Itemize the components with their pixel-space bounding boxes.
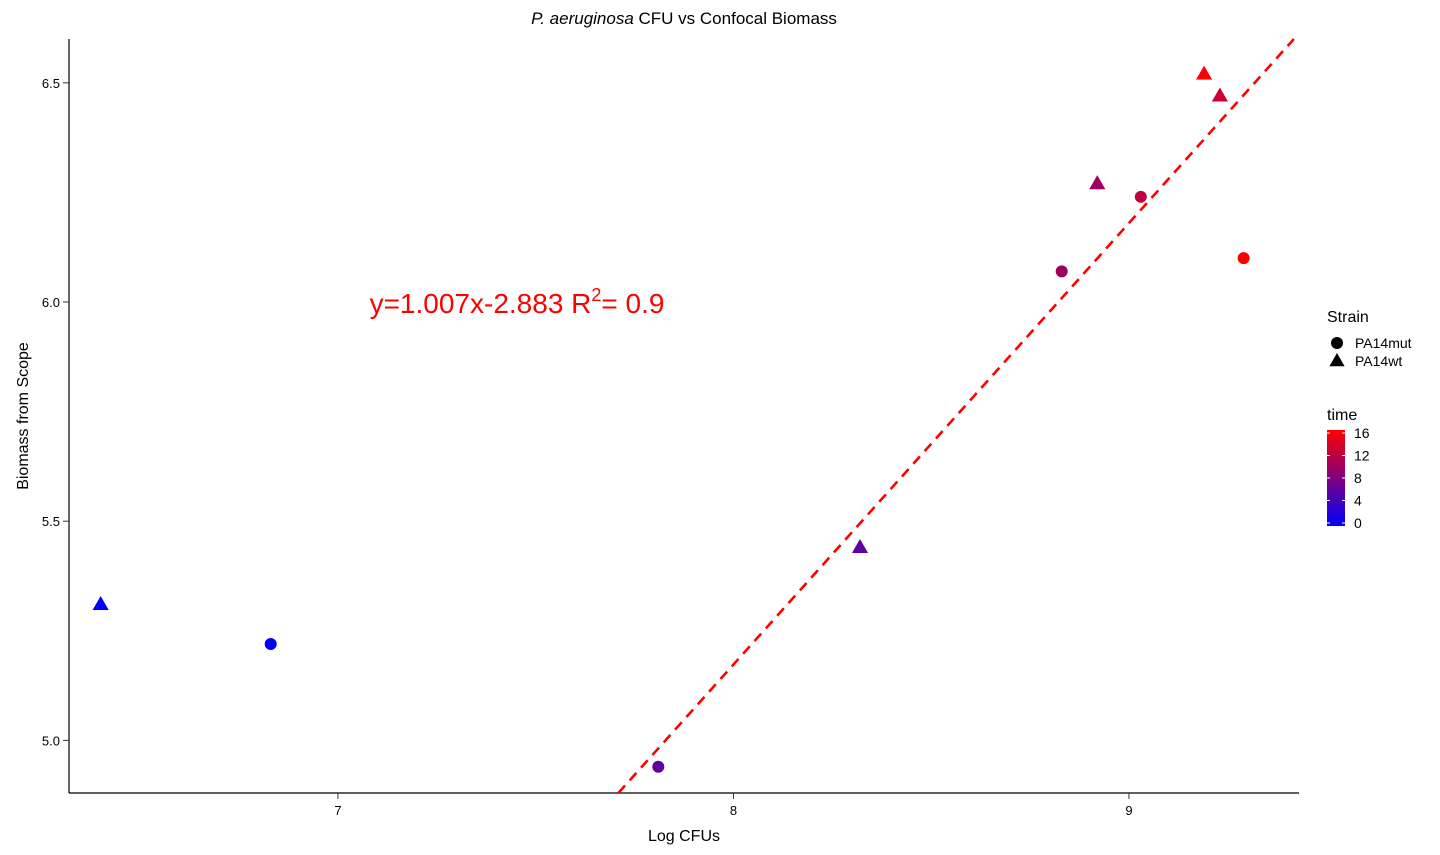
chart-title: P. aeruginosa CFU vs Confocal Biomass (531, 9, 837, 28)
data-point-triangle (92, 596, 109, 611)
data-point-triangle (1196, 65, 1213, 80)
points-group (92, 65, 1250, 773)
data-point-triangle (851, 539, 869, 554)
data-point-triangle (1089, 175, 1106, 190)
legend-time-tick-label: 4 (1354, 493, 1362, 509)
chart-title-rest: CFU vs Confocal Biomass (634, 9, 837, 28)
x-tick-label: 9 (1125, 803, 1132, 818)
x-axis-title: Log CFUs (648, 828, 720, 845)
legend-time-tick-label: 16 (1354, 425, 1370, 441)
legend-time-tick-label: 12 (1354, 448, 1370, 464)
regression-line (617, 38, 1295, 794)
legend-key-circle (1331, 337, 1343, 349)
y-tick-label: 6.0 (42, 295, 60, 310)
data-point-circle (1055, 265, 1068, 278)
regression-equation: y=1.007x-2.883 R2= 0.9 (370, 285, 665, 319)
fit-line-group: y=1.007x-2.883 R2= 0.9 (370, 38, 1295, 794)
data-point-circle (264, 637, 277, 650)
data-point-circle (1134, 190, 1147, 203)
data-point-circle (652, 760, 665, 773)
y-tick-label: 5.0 (42, 733, 60, 748)
x-tick-label: 7 (334, 803, 341, 818)
y-tick-label: 6.5 (42, 76, 60, 91)
legend-strain-label: PA14mut (1355, 335, 1412, 351)
legend-strain-label: PA14wt (1355, 353, 1402, 369)
regression-equation-superscript: 2 (591, 285, 601, 305)
regression-equation-tail: = 0.9 (601, 288, 664, 319)
legend-strain-title: Strain (1327, 309, 1369, 326)
legend-key-triangle (1329, 353, 1345, 367)
regression-equation-main: y=1.007x-2.883 R (370, 288, 592, 319)
y-axis-title: Biomass from Scope (15, 342, 32, 490)
legend-group: Strain PA14mut PA14wt time 0 4 8 12 16 (1327, 309, 1412, 531)
legend-time-colorbar (1327, 430, 1345, 526)
chart-title-group: P. aeruginosa CFU vs Confocal Biomass (531, 9, 837, 28)
legend-time-tick-label: 0 (1354, 515, 1362, 531)
y-tick-label: 5.5 (42, 514, 60, 529)
chart-title-italic: P. aeruginosa (531, 9, 634, 28)
data-point-triangle (1211, 87, 1228, 102)
legend-time-title: time (1327, 407, 1357, 424)
axes-group: 7 8 9 5.0 5.5 6.0 6.5 Log CFUs Biomass from Scop… (15, 39, 1299, 845)
x-tick-label: 8 (730, 803, 737, 818)
data-point-circle (1237, 252, 1250, 265)
legend-time-tick-label: 8 (1354, 470, 1362, 486)
